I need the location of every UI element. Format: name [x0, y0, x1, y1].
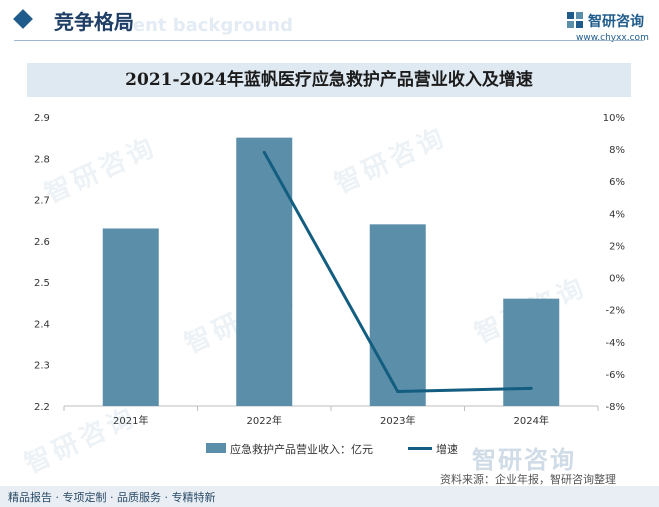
y-right-tick-label: -4%	[606, 338, 625, 349]
y-right-tick-label: -2%	[606, 306, 625, 317]
y-right-tick-label: 8%	[609, 145, 625, 156]
header-divider	[14, 40, 644, 41]
bar	[236, 137, 293, 406]
brand-url: www.chyxx.com	[576, 33, 649, 43]
growth-point	[529, 386, 533, 390]
legend-bar-label: 应急救护产品营业收入：亿元	[230, 443, 373, 456]
y-left-tick-label: 2.3	[34, 361, 50, 372]
bar	[369, 224, 426, 406]
y-left-tick-label: 2.8	[34, 154, 50, 165]
y-left-tick-label: 2.6	[34, 237, 50, 248]
y-right-tick-label: -6%	[606, 370, 625, 381]
y-right-tick-label: 0%	[609, 274, 625, 285]
footer-band	[0, 486, 659, 507]
chart-legend: 应急救护产品营业收入：亿元 增速	[0, 440, 659, 456]
legend-line-swatch	[408, 447, 432, 450]
y-left-tick-label: 2.7	[34, 196, 50, 207]
page-header: nent background 竞争格局 智研咨询 www.chyxx.com	[0, 0, 659, 44]
brand-name: 智研咨询	[588, 14, 644, 30]
legend-bar-swatch	[206, 443, 226, 453]
brand-logo-icon	[567, 12, 583, 28]
legend-line-label: 增速	[436, 443, 458, 456]
brand-watermark: 智研咨询	[472, 446, 576, 474]
y-left-tick-label: 2.5	[34, 278, 50, 289]
section-ghost-text: nent background	[120, 15, 294, 36]
chart-title: 2021-2024年蓝帆医疗应急救护产品营业收入及增速	[125, 70, 533, 90]
y-right-tick-label: 2%	[609, 241, 625, 252]
growth-point	[396, 390, 400, 394]
y-left-tick-label: 2.9	[34, 113, 50, 124]
x-tick-label: 2022年	[247, 414, 282, 427]
x-tick-label: 2024年	[514, 414, 549, 427]
x-tick-label: 2021年	[113, 414, 148, 427]
y-right-tick-label: -8%	[606, 402, 625, 413]
footer-text: 精品报告 · 专项定制 · 品质服务 · 专精特新	[8, 491, 216, 504]
growth-point	[262, 150, 266, 154]
source-note: 资料来源：企业年报，智研咨询整理	[440, 473, 616, 486]
bar	[102, 228, 159, 406]
y-right-tick-label: 4%	[609, 209, 625, 220]
section-title: 竞争格局	[54, 10, 134, 34]
x-tick-label: 2023年	[380, 414, 415, 427]
y-left-tick-label: 2.4	[34, 319, 50, 330]
y-right-tick-label: 6%	[609, 177, 625, 188]
chart-title-band	[27, 63, 631, 97]
y-left-tick-label: 2.2	[34, 402, 50, 413]
y-right-tick-label: 10%	[603, 113, 625, 124]
